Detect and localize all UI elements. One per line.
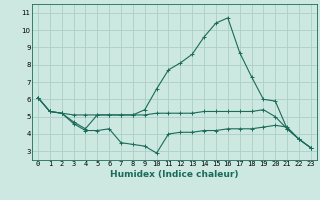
X-axis label: Humidex (Indice chaleur): Humidex (Indice chaleur) xyxy=(110,170,239,179)
